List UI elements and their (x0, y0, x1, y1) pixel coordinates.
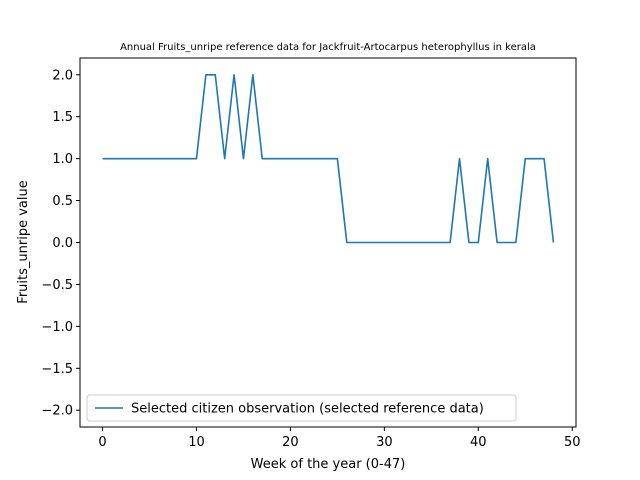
y-tick-label: 0.5 (52, 194, 73, 209)
x-tick-label: 0 (98, 435, 106, 450)
chart-title: Annual Fruits_unripe reference data for … (120, 42, 536, 53)
legend-label-selected-citizen-observation: Selected citizen observation (selected r… (131, 402, 484, 417)
x-tick-label: 50 (564, 435, 581, 450)
y-tick-label: −0.5 (41, 278, 73, 293)
y-tick-label: 2.0 (52, 68, 73, 83)
series-line-0 (102, 73, 555, 244)
x-tick-label: 10 (188, 435, 205, 450)
y-axis-label: Fruits_unripe value (16, 180, 31, 303)
plot-area (102, 73, 555, 244)
x-axis-ticks: 0 10 20 30 40 50 (98, 427, 581, 450)
y-tick-label: −2.0 (41, 404, 73, 419)
x-tick-label: 30 (376, 435, 393, 450)
legend: Selected citizen observation (selected r… (86, 394, 517, 422)
y-tick-label: 1.0 (52, 152, 73, 167)
y-tick-label: 1.5 (52, 110, 73, 125)
y-tick-label: 0.0 (52, 236, 73, 251)
legend-box (86, 394, 517, 422)
x-tick-label: 40 (470, 435, 487, 450)
x-axis-label: Week of the year (0-47) (251, 457, 406, 472)
x-tick-label: 20 (282, 435, 299, 450)
y-axis-ticks: −2.0 −1.5 −1.0 −0.5 0.0 0.5 1.0 1.5 2.0 (41, 68, 80, 419)
y-tick-label: −1.5 (41, 362, 73, 377)
y-tick-label: −1.0 (41, 320, 73, 335)
